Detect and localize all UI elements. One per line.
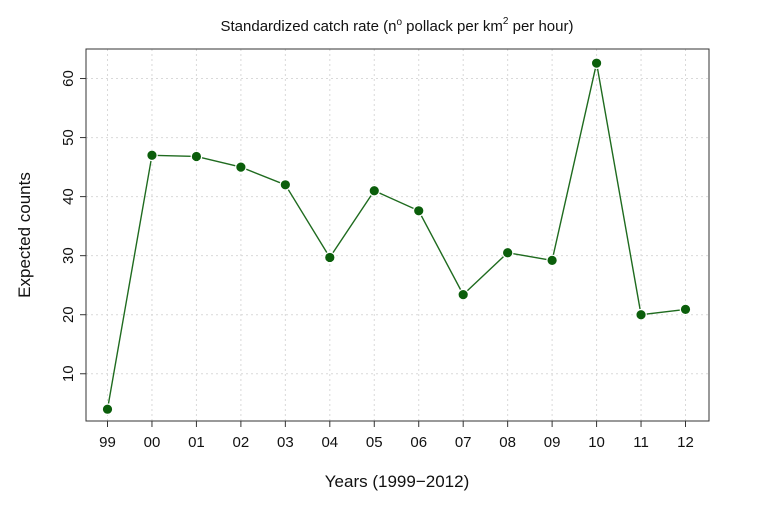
- y-axis-title: Expected counts: [15, 172, 34, 298]
- data-point-08: [501, 246, 514, 259]
- chart-title-prefix: Standardized catch rate (n: [221, 18, 397, 35]
- x-tick-label: 06: [410, 434, 427, 451]
- x-tick-label: 07: [455, 434, 472, 451]
- data-point-11: [635, 308, 647, 321]
- series-expected-counts: [101, 57, 692, 415]
- chart-title-middle: pollack per km: [402, 18, 503, 35]
- x-tick-label: 08: [499, 434, 516, 451]
- x-tick-label: 10: [588, 434, 605, 451]
- chart-title-superscript: 2: [503, 16, 509, 27]
- x-tick-label: 09: [544, 434, 561, 451]
- y-tick-label: 30: [60, 247, 77, 264]
- x-tick-label: 05: [366, 434, 383, 451]
- plot-frame: [85, 48, 710, 422]
- chart-title: Standardized catch rate (no pollack per …: [221, 16, 574, 35]
- data-point-01: [190, 150, 203, 163]
- x-tick-label: 99: [99, 434, 116, 451]
- y-tick-label: 10: [60, 365, 77, 382]
- x-tick-label: 00: [144, 434, 161, 451]
- series-line: [106, 63, 686, 410]
- y-axis: 10 20 30 40 50 60: [60, 70, 86, 382]
- chart-title-ordinal: o: [396, 17, 402, 28]
- x-tick-label: 04: [321, 434, 338, 451]
- data-point-03: [279, 179, 292, 191]
- data-point-02: [235, 161, 247, 173]
- y-tick-label: 50: [60, 129, 77, 146]
- data-point-12: [679, 303, 692, 316]
- y-tick-label: 40: [60, 188, 77, 205]
- x-axis: 99 00 01 02 03 04 05 06 07 08 09 10 11 12: [99, 421, 694, 451]
- y-tick-label: 20: [60, 306, 77, 323]
- x-axis-title: Years (1999−2012): [325, 472, 469, 491]
- x-tick-label: 01: [188, 434, 205, 451]
- data-point-07: [457, 288, 469, 301]
- data-point-00: [146, 149, 158, 162]
- data-point-06: [412, 204, 425, 217]
- data-point-09: [546, 254, 558, 267]
- x-tick-label: 02: [233, 434, 250, 451]
- data-point-10: [590, 57, 603, 69]
- x-tick-label: 11: [633, 434, 649, 451]
- y-tick-label: 60: [60, 70, 77, 87]
- data-point-99: [101, 403, 114, 415]
- x-tick-label: 03: [277, 434, 294, 451]
- grid: [86, 49, 709, 421]
- x-tick-label: 12: [677, 434, 694, 451]
- data-point-04: [324, 251, 336, 264]
- data-point-05: [368, 184, 381, 197]
- chart-title-suffix: per hour): [508, 18, 573, 35]
